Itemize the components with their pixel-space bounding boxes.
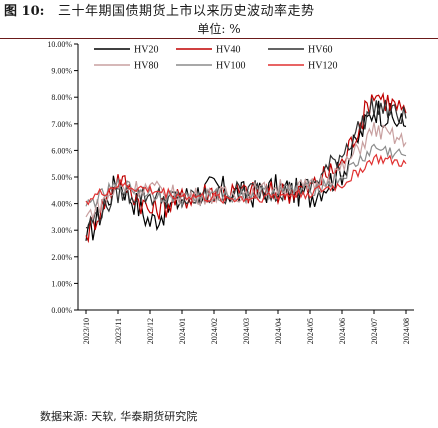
legend-label-hv100: HV100 [216,61,245,72]
x-tick-label: 2024/06 [338,318,347,344]
legend-label-hv120: HV120 [308,61,337,72]
title-divider [0,38,438,39]
chart-legend: HV20 HV40 HV60 HV80 HV100 HV120 [94,45,337,72]
x-tick-label: 2023/12 [146,318,155,344]
unit-label: 单位: % [197,22,241,36]
x-tick-label: 2024/03 [242,318,251,344]
y-tick-label: 4.00% [51,200,72,209]
source-note: 数据来源: 天软, 华泰期货研究院 [40,410,198,423]
y-tick-label: 8.00% [51,93,72,102]
legend-label-hv60: HV60 [308,45,332,56]
series-lines [85,91,407,244]
figure-title-block: 图 10: 三十年期国债期货上市以来历史波动率走势 单位: % [0,0,438,40]
y-tick-label: 5.00% [51,173,72,182]
figure-title: 三十年期国债期货上市以来历史波动率走势 [58,4,315,19]
y-tick-label: 1.00% [51,279,72,288]
x-tick-label: 2024/01 [178,318,187,344]
y-tick-label: 7.00% [51,120,72,129]
volatility-line-chart: 0.00% 1.00% 2.00% 3.00% 4.00% 5.00% 6.00% 7.00%… [47,40,414,344]
x-tick-label: 2024/04 [274,318,283,344]
x-tick-label: 2024/08 [402,318,411,344]
x-tick-label: 2024/07 [370,318,379,344]
series-line-hv40 [85,91,407,244]
legend-label-hv80: HV80 [134,61,158,72]
x-tick-label: 2024/05 [306,318,315,344]
x-tick-label: 2023/11 [114,318,123,344]
series-line-hv120 [85,153,407,206]
legend-label-hv40: HV40 [216,45,240,56]
x-tick-labels: 2023/10 2023/11 2023/12 2024/01 2024/02 2024/… [82,318,411,344]
series-line-hv80 [85,122,407,222]
y-tick-label: 2.00% [51,253,72,262]
chart-axes [74,43,414,314]
y-tick-label: 10.00% [47,40,72,49]
y-tick-label: 6.00% [51,146,72,155]
series-line-hv100 [85,143,407,209]
x-tick-label: 2024/02 [210,318,219,344]
legend-label-hv20: HV20 [134,45,158,56]
figure-number: 图 10: [4,4,45,19]
y-tick-labels: 0.00% 1.00% 2.00% 3.00% 4.00% 5.00% 6.00% 7.00%… [47,40,72,315]
x-tick-label: 2023/10 [82,318,91,344]
y-tick-label: 9.00% [51,67,72,76]
y-tick-label: 3.00% [51,226,72,235]
y-tick-label: 0.00% [51,306,72,315]
